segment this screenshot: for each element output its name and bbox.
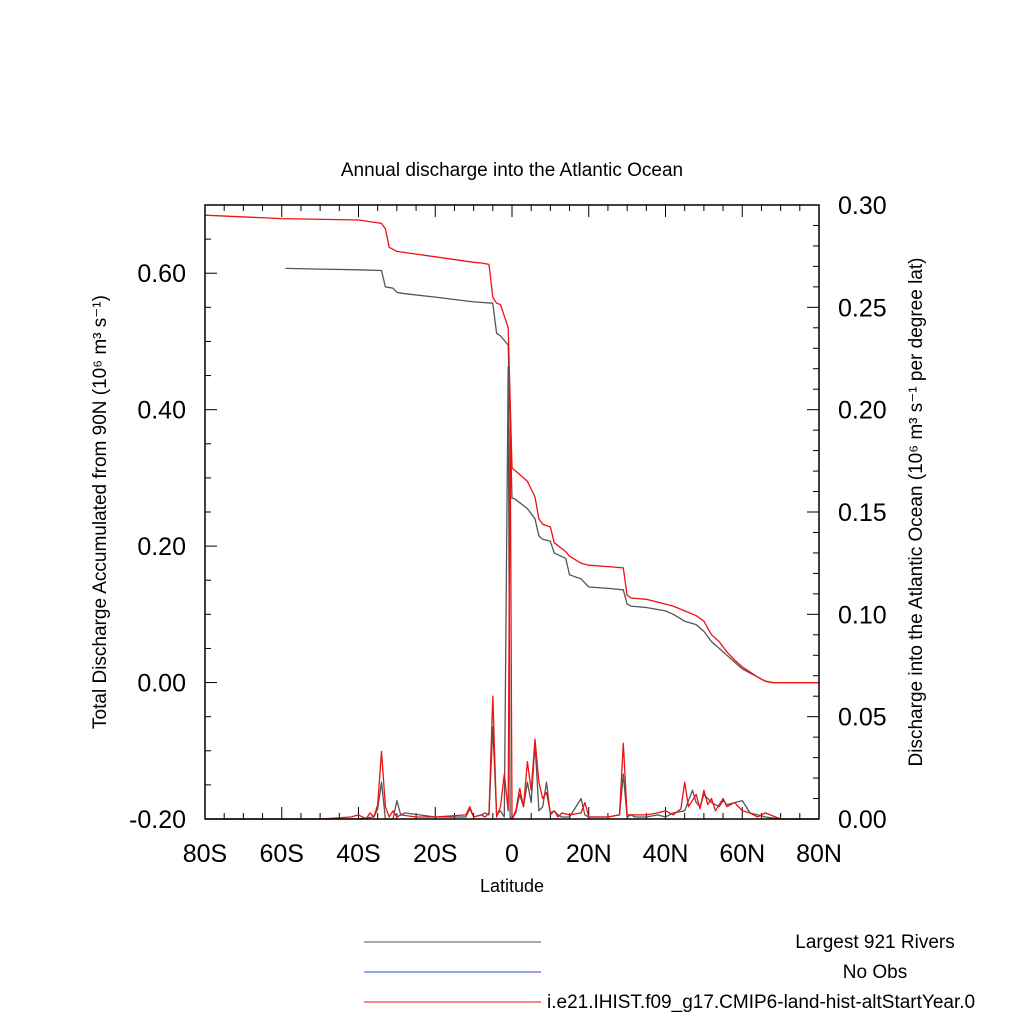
series-line-accumulated [204,214,819,684]
x-tick-label: 60S [260,840,304,868]
right-tick-label: 0.25 [838,294,887,322]
chart-title: Annual discharge into the Atlantic Ocean [341,160,683,181]
x-tick-label: 60N [719,840,765,868]
left-tick-label: 0.00 [137,670,186,698]
legend-label: Largest 921 Rivers [795,932,954,953]
series-layer [204,214,819,820]
x-axis-label: Latitude [480,876,544,896]
x-tick-label: 80N [796,840,842,868]
x-tick-label: 20S [413,840,457,868]
left-tick-label: 0.20 [137,533,186,561]
legend: Largest 921 Rivers No Obs i.e21.IHIST.f09_… [364,932,975,1013]
tick-labels: 80S 60S 40S 20S 0 20N 40N 60N 80N -0.20 0.00 0.20 0.… [129,192,887,868]
right-tick-label: 0.00 [838,806,887,834]
series-line-per_degree [205,417,819,820]
right-tick-label: 0.30 [838,192,887,220]
plot-frame [204,204,820,820]
left-tick-label: 0.40 [137,397,186,425]
right-tick-label: 0.15 [838,499,887,527]
left-tick-label: -0.20 [129,806,186,834]
x-tick-label: 20N [566,840,612,868]
series-line-accumulated [285,267,819,684]
left-axis-label: Total Discharge Accumulated from 90N (10… [90,295,111,729]
right-tick-label: 0.10 [838,601,887,629]
legend-label: No Obs [843,962,907,983]
left-tick-label: 0.60 [137,260,186,288]
legend-label: i.e21.IHIST.f09_g17.CMIP6-land-hist-altS… [547,992,975,1013]
x-tick-label: 0 [505,840,519,868]
x-tick-label: 40S [336,840,380,868]
right-tick-label: 0.20 [838,397,887,425]
right-axis-label: Discharge into the Atlantic Ocean (10⁶ m… [906,258,927,767]
right-tick-label: 0.05 [838,704,887,732]
x-tick-label: 40N [643,840,689,868]
x-tick-label: 80S [183,840,227,868]
